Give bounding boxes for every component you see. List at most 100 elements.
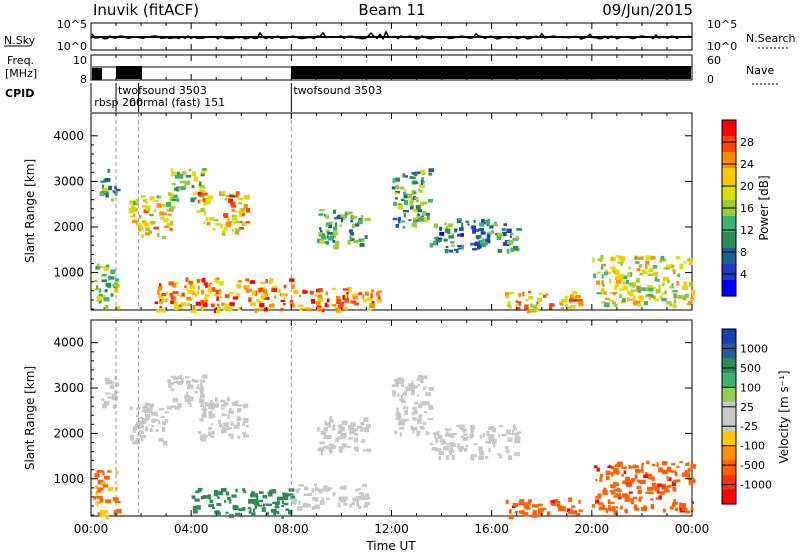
heatmap-cell-1-6-5 xyxy=(360,492,365,498)
heatmap-cell-0-5-140 xyxy=(256,299,259,302)
heatmap-cell-1-5-25 xyxy=(216,503,222,507)
heatmap-cell-1-8-54 xyxy=(393,379,397,382)
nsearch-top-tick: 10^5 xyxy=(707,18,737,31)
heatmap-cell-0-10-48 xyxy=(537,297,543,303)
heatmap-cell-0-4-28 xyxy=(243,221,248,225)
heatmap-cell-1-11-47 xyxy=(679,505,682,510)
heatmap-cell-0-4-13 xyxy=(231,204,236,208)
heatmap-cell-1-6-31 xyxy=(323,487,329,490)
heatmap-cell-0-3-9 xyxy=(181,171,187,175)
heatmap-cell-1-9-3 xyxy=(437,434,443,439)
heatmap-cell-0-7-62 xyxy=(319,240,325,245)
heatmap-cell-0-11-123 xyxy=(638,295,644,300)
heatmap-cell-0-5-122 xyxy=(263,286,266,291)
heatmap-cell-0-7-27 xyxy=(335,240,340,246)
time-tick-label-2: 08:00 xyxy=(274,522,309,536)
heatmap-cell-0-9-95 xyxy=(485,219,491,225)
heatmap-cell-1-7-35 xyxy=(335,437,339,443)
heatmap-cell-0-11-74 xyxy=(619,256,626,261)
heatmap-cell-0-6-29 xyxy=(377,290,383,293)
heatmap-cell-1-1-17 xyxy=(101,398,105,402)
heatmap-cell-1-10-48 xyxy=(521,510,525,515)
heatmap-cell-0-11-35 xyxy=(630,298,633,301)
heatmap-cell-1-6-60 xyxy=(295,489,300,494)
heatmap-cell-1-5-92 xyxy=(225,511,229,514)
heatmap-cell-0-9-84 xyxy=(486,233,491,239)
heatmap-cell-0-11-139 xyxy=(613,270,617,274)
heatmap-cell-1-8-21 xyxy=(416,432,420,437)
heatmap-cell-0-9-94 xyxy=(506,248,510,254)
heatmap-cell-0-6-28 xyxy=(335,307,339,312)
heatmap-cell-0-8-40 xyxy=(409,201,413,207)
velocity-heatmap xyxy=(93,374,697,520)
heatmap-cell-1-11-173 xyxy=(626,494,630,499)
heatmap-cell-0-7-56 xyxy=(332,239,336,243)
heatmap-cell-1-9-84 xyxy=(485,440,492,444)
heatmap-cell-1-6-45 xyxy=(360,495,366,501)
heatmap-cell-0-7-48 xyxy=(325,215,330,219)
heatmap-cell-1-11-110 xyxy=(641,462,644,466)
heatmap-cell-1-8-42 xyxy=(392,390,396,395)
heatmap-cell-0-5-124 xyxy=(160,301,163,305)
heatmap-cell-1-7-52 xyxy=(328,418,334,423)
heatmap-cell-1-9-89 xyxy=(488,439,493,443)
heatmap-cell-0-9-66 xyxy=(510,247,514,253)
heatmap-cell-1-11-126 xyxy=(639,496,643,499)
heatmap-cell-0-11-62 xyxy=(642,269,646,274)
heatmap-cell-0-5-43 xyxy=(263,288,268,294)
heatmap-cell-0-2-30 xyxy=(153,209,157,213)
heatmap-cell-0-11-45 xyxy=(631,284,636,288)
heatmap-cell-1-9-55 xyxy=(507,437,513,442)
heatmap-cell-1-4-38 xyxy=(221,429,224,434)
heatmap-cell-0-6-19 xyxy=(325,291,328,296)
heatmap-cell-1-11-62 xyxy=(622,493,628,498)
heatmap-cell-1-5-27 xyxy=(262,503,266,507)
heatmap-cell-0-5-65 xyxy=(291,284,295,289)
heatmap-cell-1-9-90 xyxy=(429,442,433,446)
heatmap-cell-1-8-78 xyxy=(404,409,409,415)
heatmap-cell-0-6-51 xyxy=(314,293,318,297)
heatmap-cell-1-7-31 xyxy=(338,446,345,449)
cpid-label-2: normal (fast) 151 xyxy=(129,96,225,109)
heatmap-cell-0-5-148 xyxy=(161,298,167,303)
heatmap-cell-1-5-6 xyxy=(281,504,285,508)
heatmap-cell-1-8-55 xyxy=(412,417,417,421)
heatmap-cell-0-8-20 xyxy=(409,204,414,210)
heatmap-cell-0-10-30 xyxy=(529,308,536,313)
heatmap-cell-1-3-3 xyxy=(186,380,191,385)
heatmap-cell-0-8-13 xyxy=(420,177,424,182)
heatmap-cell-0-5-35 xyxy=(221,302,225,306)
heatmap-cell-0-7-36 xyxy=(324,241,329,244)
heatmap-cell-0-11-135 xyxy=(661,297,667,302)
heatmap-cell-1-9-1 xyxy=(464,447,468,452)
heatmap-cell-0-5-125 xyxy=(289,299,294,304)
heatmap-cell-0-11-166 xyxy=(652,272,659,277)
heatmap-cell-0-5-99 xyxy=(218,291,222,296)
heatmap-cell-1-4-23 xyxy=(227,414,230,419)
heatmap-cell-1-8-4 xyxy=(427,417,433,421)
heatmap-cell-0-7-60 xyxy=(352,216,357,219)
heatmap-cell-0-1-7 xyxy=(114,185,117,190)
heatmap-cell-0-1-3 xyxy=(102,184,105,190)
heatmap-cell-0-10-9 xyxy=(572,297,578,302)
heatmap-cell-0-2-3 xyxy=(166,209,170,212)
heatmap-cell-1-7-10 xyxy=(329,416,332,420)
heatmap-cell-1-5-12 xyxy=(194,498,200,502)
heatmap-cell-1-6-57 xyxy=(303,486,309,491)
heatmap-cell-0-9-97 xyxy=(458,227,464,232)
heatmap-cell-0-9-44 xyxy=(482,238,488,242)
heatmap-cell-0-0-29 xyxy=(107,275,111,281)
heatmap-cell-0-0-7 xyxy=(98,288,102,293)
heatmap-cell-1-11-37 xyxy=(671,463,676,466)
heatmap-cell-1-3-24 xyxy=(187,399,191,405)
heatmap-cell-1-9-4 xyxy=(469,433,474,438)
heatmap-cell-0-4-2 xyxy=(238,227,244,230)
heatmap-cell-1-2-43 xyxy=(138,424,143,429)
heatmap-cell-0-8-44 xyxy=(403,189,407,192)
heatmap-cell-0-10-26 xyxy=(515,304,518,306)
heatmap-cell-0-11-165 xyxy=(658,284,661,290)
heatmap-cell-1-3-30 xyxy=(186,385,191,390)
heatmap-cell-0-1-4 xyxy=(107,168,111,173)
velocity-colorbar-swatch-10 xyxy=(722,474,736,491)
nave-band-2 xyxy=(116,66,142,79)
